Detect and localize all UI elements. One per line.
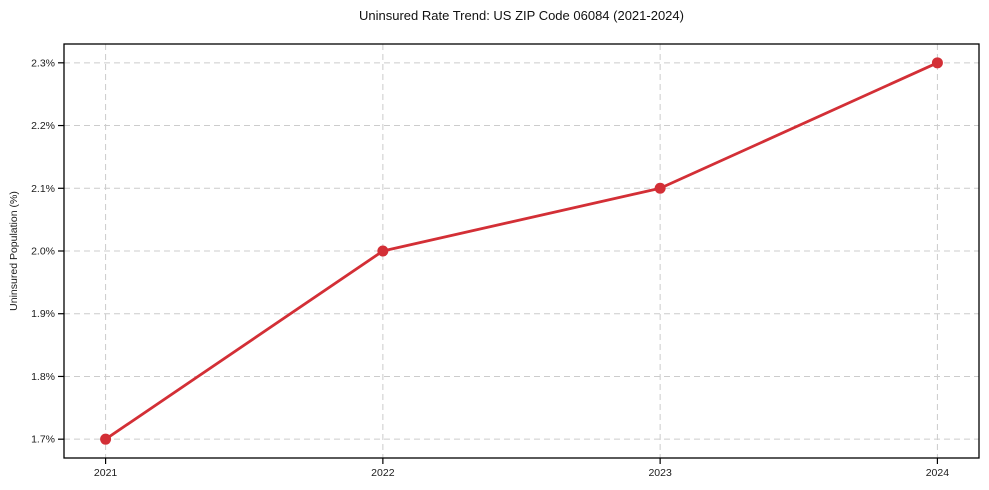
data-point-marker [931, 57, 943, 69]
y-tick-label: 1.7% [31, 434, 55, 446]
data-point-marker [100, 433, 112, 445]
data-point-marker [654, 182, 666, 194]
y-tick-label: 1.9% [31, 308, 55, 320]
trend-line [104, 61, 939, 441]
y-tick-label: 1.8% [31, 371, 55, 383]
plot-border [63, 43, 980, 459]
y-axis-label: Uninsured Population (%) [8, 191, 20, 311]
y-tick-label: 2.2% [31, 120, 55, 132]
y-tick-label: 2.1% [31, 183, 55, 195]
x-tick-label: 2023 [648, 467, 672, 479]
data-point-marker [377, 245, 389, 257]
y-tick-label: 2.0% [31, 246, 55, 258]
x-tick-label: 2022 [371, 467, 395, 479]
chart-title: Uninsured Rate Trend: US ZIP Code 06084 … [359, 8, 684, 23]
y-tick-label: 2.3% [31, 57, 55, 69]
x-tick-label: 2024 [926, 467, 950, 479]
x-tick-label: 2021 [94, 467, 118, 479]
